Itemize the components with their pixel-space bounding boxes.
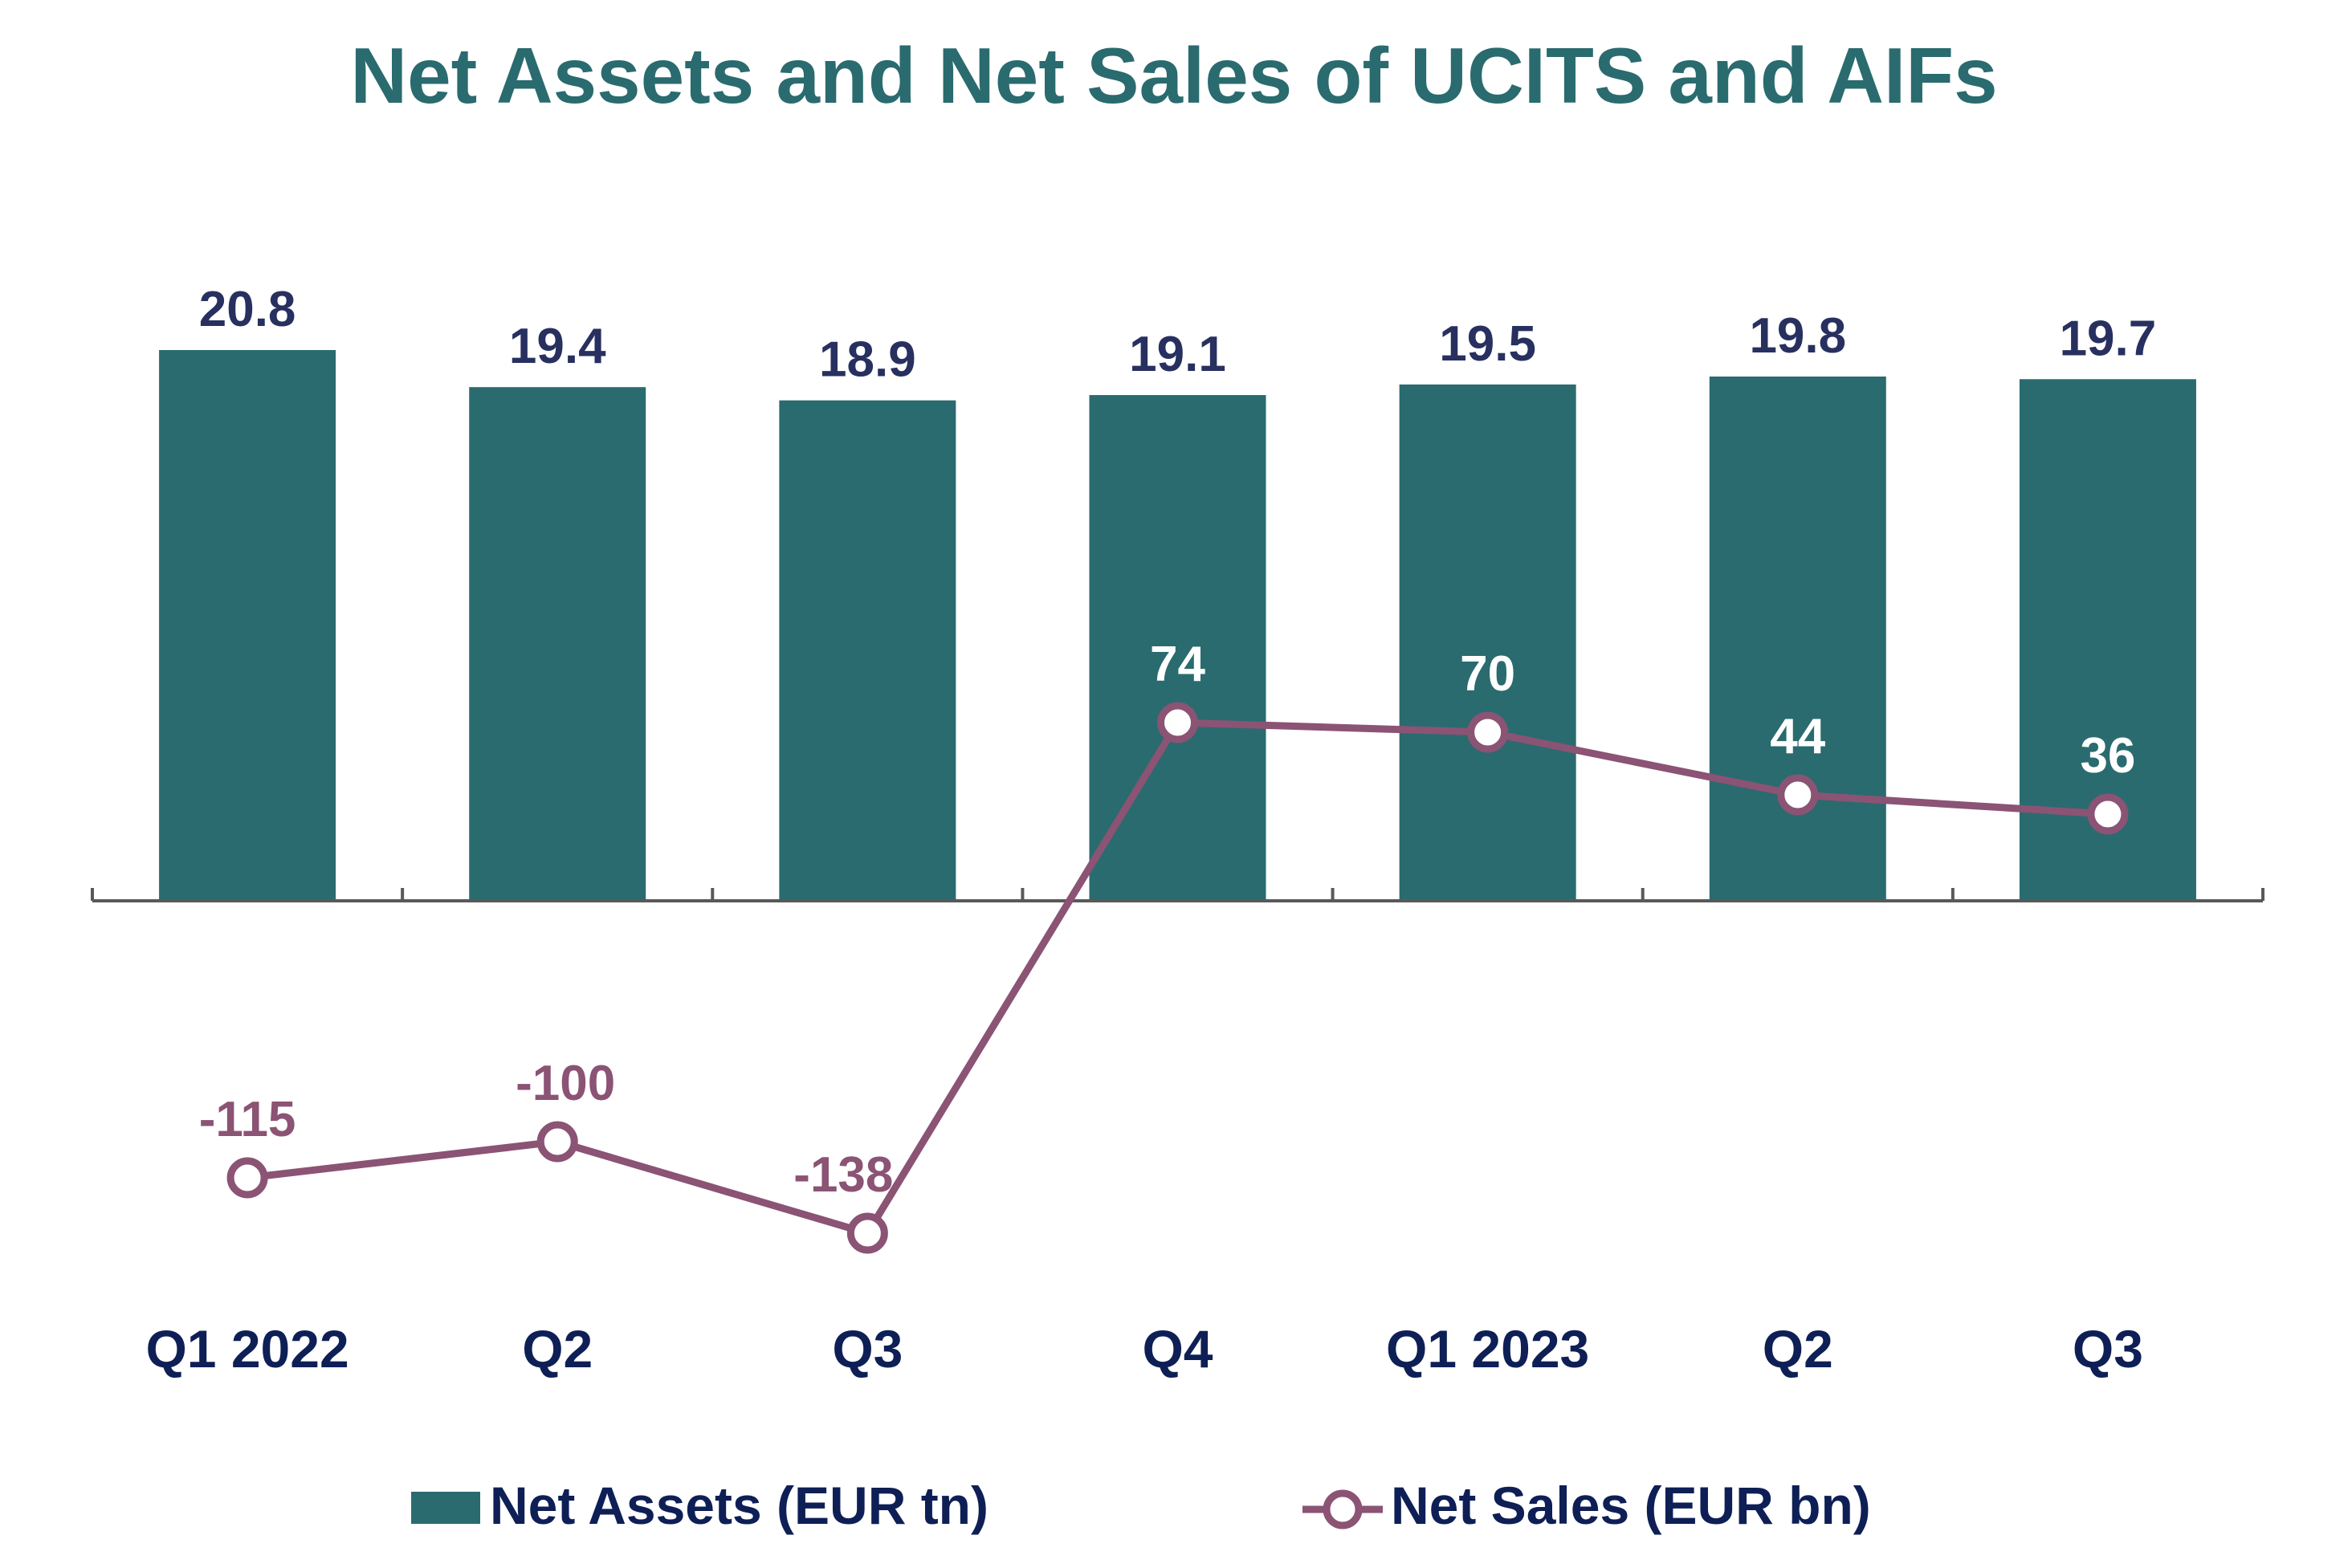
bar-label-5: 19.5 [1439,316,1536,372]
bar-1 [159,350,336,901]
net-sales-label-2: -100 [516,1056,615,1111]
legend-net-assets-swatch [411,1492,480,1524]
bar-2 [469,387,646,901]
net-sales-point-7 [2087,793,2129,835]
chart-title: Net Assets and Net Sales of UCITS and AI… [350,31,1997,120]
x-tick-label-6: Q2 [1763,1319,1833,1379]
x-tick-label-4: Q4 [1142,1319,1213,1379]
bar-3 [779,400,956,901]
legend-net-sales-marker [1323,1489,1363,1529]
bar-label-2: 19.4 [509,319,606,374]
x-tick-label-1: Q1 2022 [145,1319,349,1379]
net-sales-label-4: 74 [1150,637,1205,692]
net-sales-point-1 [226,1157,268,1199]
net-sales-label-7: 36 [2080,728,2135,784]
net-sales-label-5: 70 [1460,646,1515,702]
net-sales-point-4 [1157,702,1198,743]
x-tick-label-2: Q2 [522,1319,593,1379]
bar-label-3: 18.9 [819,332,916,388]
bar-label-7: 19.7 [2060,311,2157,366]
net-sales-point-3 [846,1212,888,1254]
legend: Net Assets (EUR tn) Net Sales (EUR bn) [411,1476,1871,1535]
x-tick-label-7: Q3 [2073,1319,2143,1379]
legend-net-assets-label: Net Assets (EUR tn) [490,1476,989,1535]
bar-5 [1399,384,1576,901]
bar-label-4: 19.1 [1129,327,1226,382]
net-sales-label-6: 44 [1770,709,1825,764]
net-sales-label-1: -115 [199,1092,296,1147]
legend-net-sales-label: Net Sales (EUR bn) [1391,1476,1871,1535]
x-axis: Q1 2022 Q2 Q3 Q4 Q1 2023 Q2 Q3 [91,888,2264,1379]
net-sales-line-layer [226,702,2129,1254]
net-sales-point-5 [1467,711,1509,753]
bar-label-1: 20.8 [199,282,296,337]
net-sales-label-3: -138 [793,1147,893,1203]
bars-layer [159,350,2196,902]
x-tick-label-5: Q1 2023 [1386,1319,1589,1379]
net-sales-point-2 [536,1121,578,1163]
bar-label-6: 19.8 [1749,308,1846,364]
labels-layer: 20.8 19.4 18.9 19.1 19.5 19.8 19.7 -115 -100 -138… [199,282,2157,1203]
net-sales-point-6 [1777,774,1819,816]
x-tick-label-3: Q3 [832,1319,903,1379]
bar-6 [1709,376,1886,901]
